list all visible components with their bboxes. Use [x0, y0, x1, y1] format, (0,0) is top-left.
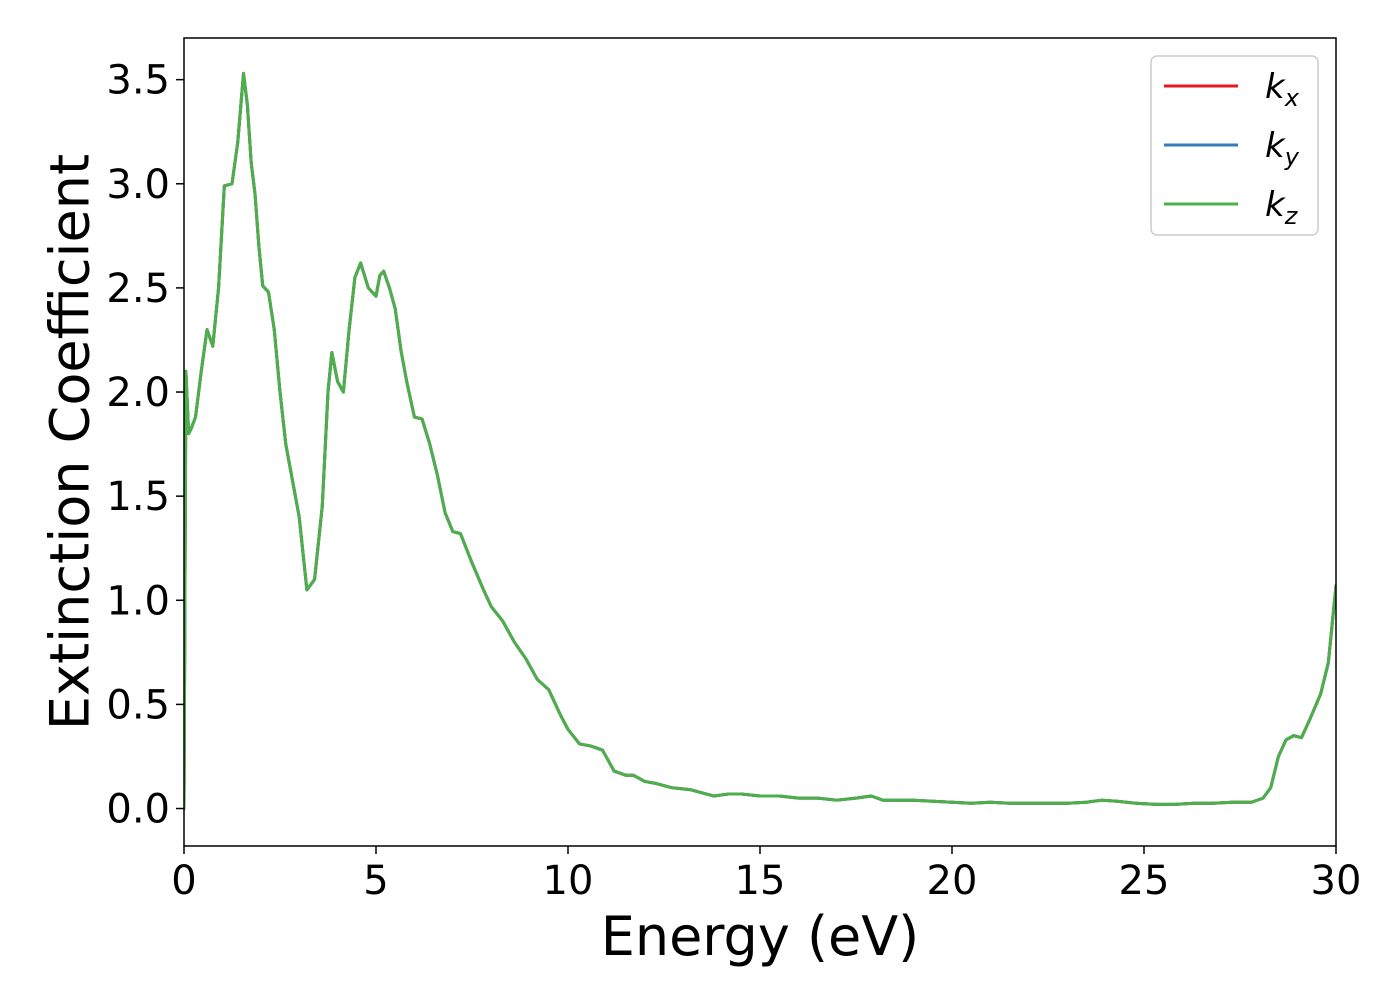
y-tick-label: 3.5: [106, 58, 170, 104]
x-tick-label: 10: [543, 858, 594, 904]
x-tick-label: 5: [363, 858, 388, 904]
y-tick-label: 3.0: [106, 162, 170, 208]
series-layer: [184, 71, 1336, 811]
x-tick-label: 0: [171, 858, 196, 904]
x-axis-label: Energy (eV): [601, 905, 920, 968]
legend: kx ky kz: [1150, 55, 1319, 236]
legend-label-k-x: kx: [1265, 67, 1300, 112]
y-tick-label: 0.0: [106, 787, 170, 833]
y-tick-label: 2.5: [106, 266, 170, 312]
x-tick-label: 25: [1119, 858, 1170, 904]
y-axis-label: Extinction Coefficient: [39, 154, 102, 730]
y-axis-ticks: 0.0 0.5 1.0 1.5 2.0 2.5 3.0 3.5: [106, 58, 184, 833]
y-tick-label: 0.5: [106, 682, 170, 728]
x-tick-label: 15: [735, 858, 786, 904]
series-line-k-z: [184, 71, 1336, 811]
y-tick-label: 2.0: [106, 370, 170, 416]
y-tick-label: 1.5: [106, 474, 170, 520]
x-tick-label: 20: [927, 858, 978, 904]
legend-label-k-y: ky: [1265, 126, 1300, 171]
x-axis-ticks: 0 5 10 15 20 25 30: [171, 846, 1361, 904]
x-tick-label: 30: [1311, 858, 1362, 904]
y-tick-label: 1.0: [106, 578, 170, 624]
legend-label-k-z: kz: [1265, 185, 1299, 230]
